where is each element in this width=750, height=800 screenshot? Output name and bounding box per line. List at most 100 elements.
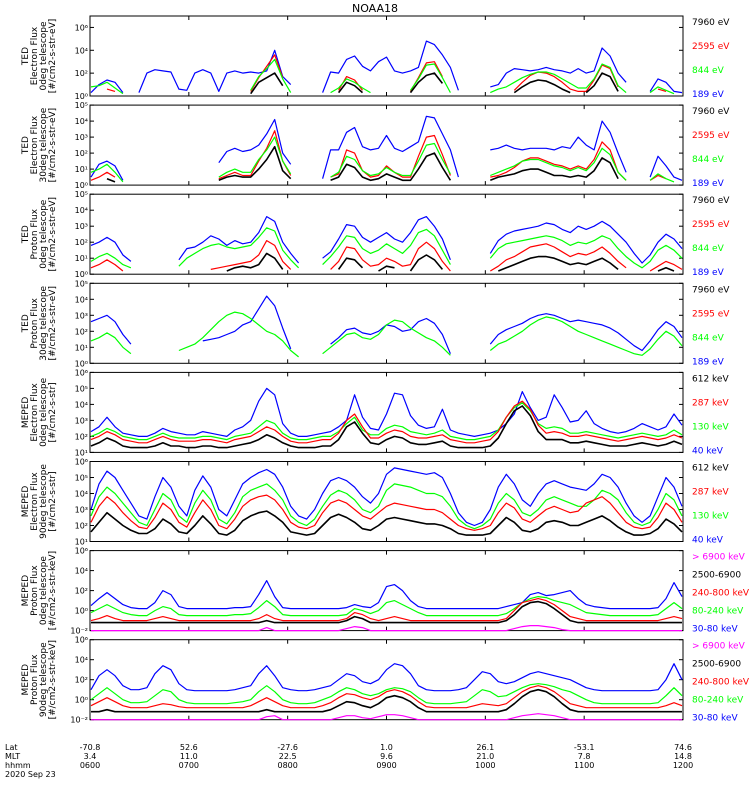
series-line-red: [90, 685, 683, 709]
series-line-red: [106, 54, 667, 92]
legend-entry: 2500-6900: [692, 571, 741, 581]
legend-entry: > 6900 keV: [692, 642, 746, 652]
y-tick-label: 10⁵: [75, 190, 88, 199]
series-line-magenta: [91, 713, 682, 721]
y-tick-label: 10⁶: [75, 458, 88, 467]
y-axis-label-line: 30deg telescope: [39, 107, 49, 182]
y-axis-label-line: Electron Flux: [30, 382, 40, 441]
y-tick-label: 10⁵: [75, 384, 88, 393]
y-tick-label: 10²: [75, 327, 88, 336]
footer-lat-value: -53.1: [574, 743, 595, 752]
y-axis-label: MEPEDProton Flux0deg telescope[#/cm2-s-s…: [21, 551, 58, 630]
y-axis-label: MEPEDElectron Flux90deg telescope[#/cm2-…: [21, 464, 58, 539]
footer-hhmm-value: 0800: [277, 761, 297, 770]
y-axis-label-line: TED: [21, 47, 31, 66]
footer-mlt-value: 11.0: [180, 752, 198, 761]
y-axis-label-line: [#/cm2-s-str]: [48, 382, 58, 442]
y-axis-label-line: MEPED: [21, 486, 31, 518]
y-axis-label-line: 0deg telescope: [39, 21, 49, 91]
footer-hhmm-value: 1100: [574, 761, 594, 770]
panel-3: 10⁰ 10¹ 10² 10³ 10⁴ 10⁵ TEDProton Flux0deg tel…: [21, 190, 730, 279]
legend-entry: 80-240 keV: [692, 696, 744, 706]
y-axis-label-line: [#/cm2-s-str-eV]: [48, 19, 58, 94]
legend-entry: 130 keV: [692, 422, 729, 432]
footer-hhmm-value: 0600: [80, 761, 100, 770]
series-line-magenta: [91, 625, 682, 632]
series-line-green: [90, 227, 683, 269]
series-line-black: [251, 73, 658, 94]
y-tick-label: 10⁶: [75, 368, 88, 377]
legend-entry: 130 keV: [692, 512, 729, 522]
series-line-black: [91, 688, 682, 713]
y-tick-label: 10²: [75, 587, 88, 596]
y-tick-label: 10⁰: [75, 92, 88, 101]
legend-entry: 612 keV: [692, 464, 729, 474]
y-tick-label: 10²: [75, 432, 88, 441]
legend-entry: 189 eV: [692, 90, 725, 100]
footer-mlt-value: 21.0: [476, 752, 494, 761]
legend-entry: 287 keV: [692, 398, 729, 408]
y-tick-label: 10¹: [75, 343, 88, 352]
y-tick-label: 10²: [75, 69, 88, 78]
series-line-black: [107, 147, 658, 182]
legend-entry: 40 keV: [692, 446, 724, 456]
series-line-black: [90, 405, 683, 449]
series-line-blue: [90, 387, 683, 437]
footer-mlt-value: 3.4: [84, 752, 97, 761]
legend-entry: 7960 eV: [692, 196, 730, 206]
series-line-green: [90, 58, 675, 95]
y-tick-label: 10²: [75, 522, 88, 531]
y-tick-label: 10⁴: [75, 206, 88, 215]
legend-entry: 189 eV: [692, 179, 725, 189]
footer-mlt-value: 7.8: [578, 752, 591, 761]
legend-entry: 7960 eV: [692, 285, 730, 295]
legend-entry: 7960 eV: [692, 107, 730, 117]
y-tick-label: 10⁵: [75, 474, 88, 483]
y-tick-label: 10⁴: [75, 400, 88, 409]
footer-hhmm-value: 1000: [475, 761, 495, 770]
y-tick-label: 10³: [75, 133, 88, 142]
legend-entry: 30-80 keV: [692, 625, 738, 635]
y-tick-label: 10⁰: [75, 270, 88, 279]
panel-2: 10⁰ 10¹ 10² 10³ 10⁴ 10⁵ TEDElectron Flux30deg …: [21, 101, 730, 190]
y-tick-label: 10²: [75, 149, 88, 158]
y-axis-label-line: MEPED: [21, 664, 31, 696]
footer-lat-value: 74.6: [674, 743, 692, 752]
legend-entry: 189 eV: [692, 268, 725, 278]
legend: 7960 eV 2595 eV 844 eV 189 eV: [692, 18, 730, 100]
footer-mlt-value: 22.5: [279, 752, 297, 761]
legend: 7960 eV 2595 eV 844 eV 189 eV: [692, 107, 730, 189]
y-tick-label: 10⁻²: [70, 627, 88, 636]
y-tick-label: 10⁰: [75, 181, 88, 190]
y-axis-label-line: Proton Flux: [30, 208, 40, 259]
legend-entry: > 6900 keV: [692, 553, 746, 563]
legend-entry: 2500-6900: [692, 660, 741, 670]
legend: 7960 eV 2595 eV 844 eV 189 eV: [692, 196, 730, 278]
legend-entry: 40 keV: [692, 536, 724, 546]
y-axis-label-line: Proton Flux: [30, 297, 40, 348]
footer-mlt-value: 14.8: [674, 752, 692, 761]
footer-lat-value: -27.6: [277, 743, 298, 752]
legend-entry: 240-800 keV: [692, 678, 750, 688]
y-axis-label-line: Electron Flux: [30, 472, 40, 531]
y-tick-label: 10⁵: [75, 101, 88, 110]
y-axis-label-line: Proton Flux: [30, 654, 40, 705]
series-line-red: [90, 130, 667, 181]
footer-mlt-value: 9.6: [380, 752, 393, 761]
y-axis-label: TEDProton Flux30deg telescope[#/cm2-s-st…: [21, 285, 58, 360]
legend-entry: 2595 eV: [692, 309, 730, 319]
footer-lat-value: -70.8: [80, 743, 101, 752]
plot-frame: [89, 15, 684, 97]
legend: > 6900 keV 2500-6900 240-800 keV 80-240 keV…: [692, 642, 750, 724]
legend: > 6900 keV 2500-6900 240-800 keV 80-240 keV…: [692, 553, 750, 635]
series-line-red: [90, 494, 683, 531]
plot-frame: [89, 461, 684, 542]
footer-lat-value: 26.1: [476, 743, 494, 752]
y-tick-label: 10²: [75, 238, 88, 247]
y-tick-label: 10⁴: [75, 295, 88, 304]
y-axis-label: TEDProton Flux0deg telescope[#/cm2-s-str…: [21, 197, 58, 272]
legend-entry: 80-240 keV: [692, 607, 744, 617]
series-line-green: [90, 136, 675, 183]
